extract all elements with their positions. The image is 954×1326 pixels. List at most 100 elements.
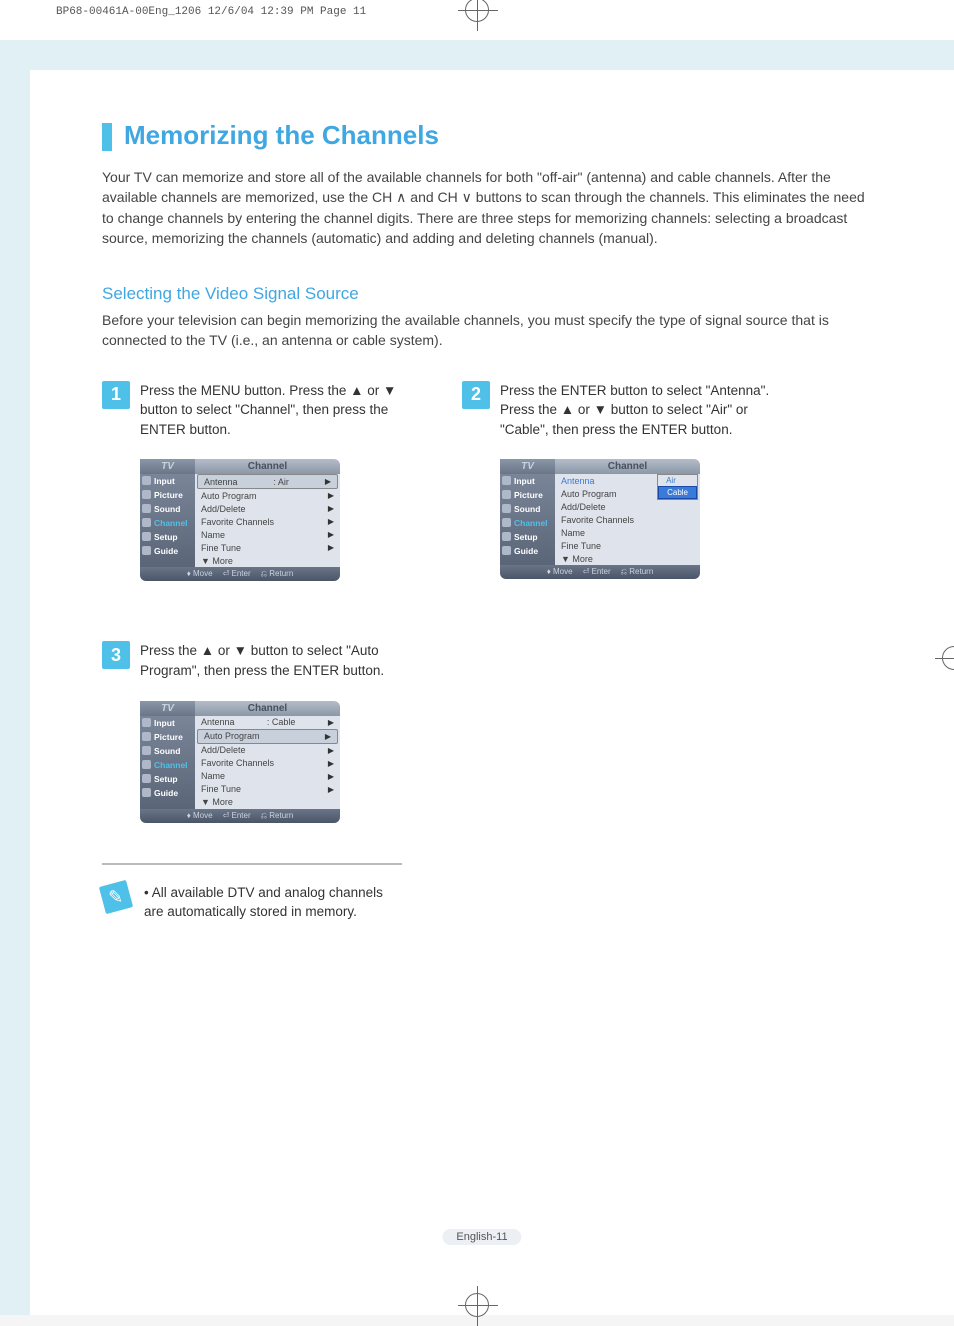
steps-container: 1 Press the MENU button. Press the ▲ or …: [102, 381, 874, 823]
osd-row-favorite: Favorite Channels▶: [195, 515, 340, 528]
osd-sb-picture: Picture: [140, 488, 195, 502]
osd-footer-enter: ⏎ Enter: [223, 811, 251, 821]
chevron-right-icon: ▶: [328, 517, 334, 526]
osd-row-antenna: Antenna : Cable ▶: [195, 716, 340, 729]
osd-row-more: ▼ More: [195, 554, 340, 567]
osd-sb-input: Input: [140, 716, 195, 730]
decorative-band-top: [0, 40, 954, 70]
step-number: 2: [462, 381, 490, 409]
title-marker: [102, 123, 112, 151]
osd-label: Antenna: [204, 477, 238, 487]
osd-sb-picture: Picture: [500, 488, 555, 502]
osd-sb-channel: Channel: [500, 516, 555, 530]
osd-row-more: ▼ More: [555, 552, 700, 565]
step-3: 3 Press the ▲ or ▼ button to select "Aut…: [102, 641, 432, 822]
chevron-right-icon: ▶: [328, 504, 334, 513]
osd-tv-label: TV: [500, 459, 555, 474]
osd-row-adddelete: Add/Delete▶: [195, 744, 340, 757]
osd-menu: Antenna : Cable ▶ Auto Program▶ Add/Dele…: [195, 716, 340, 809]
osd-row-name: Name▶: [195, 528, 340, 541]
osd-screenshot-2: TV Channel Input Picture Sound Channel S…: [500, 459, 700, 579]
osd-tv-label: TV: [140, 701, 195, 716]
chevron-right-icon: ▶: [328, 530, 334, 539]
osd-footer-move: ♦ Move: [187, 569, 213, 579]
step-number: 1: [102, 381, 130, 409]
chevron-right-icon: ▶: [325, 477, 331, 486]
osd-sb-guide: Guide: [140, 786, 195, 800]
step-text: Press the MENU button. Press the ▲ or ▼ …: [140, 381, 432, 440]
intro-paragraph: Your TV can memorize and store all of th…: [102, 167, 874, 248]
osd-row-finetune: Fine Tune▶: [195, 783, 340, 796]
osd-sb-channel: Channel: [140, 758, 195, 772]
osd-footer-move: ♦ Move: [547, 567, 573, 577]
title-row: Memorizing the Channels: [102, 120, 874, 151]
content-area: Memorizing the Channels Your TV can memo…: [30, 70, 934, 1285]
osd-tv-label: TV: [140, 459, 195, 474]
osd-sb-setup: Setup: [140, 530, 195, 544]
chevron-right-icon: ▶: [328, 746, 334, 755]
crop-mark-bottom: [465, 1293, 489, 1317]
subsection-title: Selecting the Video Signal Source: [102, 284, 874, 304]
osd-sb-setup: Setup: [140, 772, 195, 786]
osd-footer-return: ⎌ Return: [621, 567, 654, 577]
step-2: 2 Press the ENTER button to select "Ante…: [462, 381, 792, 582]
osd-sb-picture: Picture: [140, 730, 195, 744]
osd-row-finetune: Fine Tune▶: [195, 541, 340, 554]
note: ✎ • All available DTV and analog channel…: [102, 883, 874, 922]
osd-title: Channel: [195, 459, 340, 474]
osd-sb-channel: Channel: [140, 516, 195, 530]
osd-screenshot-3: TV Channel Input Picture Sound Channel S…: [140, 701, 340, 823]
osd-row-autoprogram: Auto Program▶: [195, 489, 340, 502]
osd-row-antenna: Antenna : Air ▶: [197, 474, 338, 489]
step-text: Press the ▲ or ▼ button to select "Auto …: [140, 641, 432, 680]
osd-dropdown: Air Cable: [657, 474, 698, 500]
osd-sb-input: Input: [140, 474, 195, 488]
osd-row-favorite: Favorite Channels: [555, 513, 700, 526]
osd-sb-sound: Sound: [500, 502, 555, 516]
subsection-intro: Before your television can begin memoriz…: [102, 310, 874, 351]
step-1: 1 Press the MENU button. Press the ▲ or …: [102, 381, 432, 582]
osd-menu: Antenna : Air ▶ Auto Program▶ Add/Delete…: [195, 474, 340, 567]
osd-sb-setup: Setup: [500, 530, 555, 544]
osd-row-finetune: Fine Tune: [555, 539, 700, 552]
osd-footer-return: ⎌ Return: [261, 569, 294, 579]
osd-sb-input: Input: [500, 474, 555, 488]
crop-mark-top: [465, 0, 489, 22]
osd-row-adddelete: Add/Delete: [555, 500, 700, 513]
osd-sidebar: Input Picture Sound Channel Setup Guide: [140, 474, 195, 567]
osd-footer-enter: ⏎ Enter: [223, 569, 251, 579]
osd-sb-sound: Sound: [140, 744, 195, 758]
osd-sb-sound: Sound: [140, 502, 195, 516]
osd-row-name: Name: [555, 526, 700, 539]
osd-title: Channel: [555, 459, 700, 474]
chevron-right-icon: ▶: [328, 491, 334, 500]
note-icon: ✎: [99, 879, 133, 913]
osd-sb-guide: Guide: [500, 544, 555, 558]
osd-row-favorite: Favorite Channels▶: [195, 757, 340, 770]
decorative-band-side: [0, 40, 30, 1315]
osd-footer: ♦ Move ⏎ Enter ⎌ Return: [140, 567, 340, 581]
osd-row-adddelete: Add/Delete▶: [195, 502, 340, 515]
osd-footer-enter: ⏎ Enter: [583, 567, 611, 577]
osd-value: : Air: [273, 477, 289, 487]
osd-footer-move: ♦ Move: [187, 811, 213, 821]
step-number: 3: [102, 641, 130, 669]
chevron-right-icon: ▶: [328, 543, 334, 552]
dropdown-option-air: Air: [658, 475, 697, 486]
osd-sb-guide: Guide: [140, 544, 195, 558]
page-title: Memorizing the Channels: [124, 120, 439, 151]
osd-title: Channel: [195, 701, 340, 716]
print-header: BP68-00461A-00Eng_1206 12/6/04 12:39 PM …: [56, 6, 366, 18]
dropdown-option-cable: Cable: [658, 486, 697, 499]
chevron-right-icon: ▶: [325, 732, 331, 741]
chevron-right-icon: ▶: [328, 759, 334, 768]
osd-footer: ♦ Move ⏎ Enter ⎌ Return: [500, 565, 700, 579]
osd-sidebar: Input Picture Sound Channel Setup Guide: [500, 474, 555, 565]
osd-row-more: ▼ More: [195, 796, 340, 809]
osd-row-name: Name▶: [195, 770, 340, 783]
osd-row-autoprogram: Auto Program▶: [197, 729, 338, 744]
osd-menu: Antenna Auto Program Add/Delete Favorite…: [555, 474, 700, 565]
chevron-right-icon: ▶: [328, 772, 334, 781]
chevron-right-icon: ▶: [328, 785, 334, 794]
note-text: • All available DTV and analog channels …: [144, 883, 384, 922]
